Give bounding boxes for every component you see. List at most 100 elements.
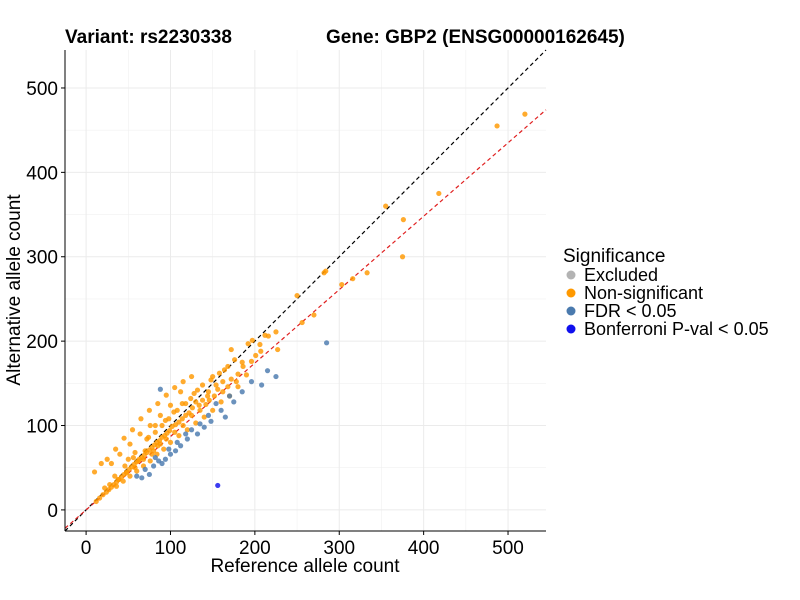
y-tick-label: 0 bbox=[47, 501, 58, 522]
data-point-non-significant bbox=[98, 460, 104, 467]
data-point-non-significant bbox=[107, 481, 113, 488]
data-point-non-significant bbox=[157, 441, 163, 447]
data-point-non-significant bbox=[193, 420, 199, 426]
data-point-non-significant bbox=[144, 436, 150, 442]
data-point-fdr-0-05 bbox=[239, 389, 245, 395]
data-point-non-significant bbox=[208, 377, 214, 383]
data-point-non-significant bbox=[146, 407, 152, 413]
x-axis-title: Reference allele count bbox=[210, 556, 400, 577]
data-point-non-significant bbox=[201, 414, 207, 420]
data-point-non-significant bbox=[113, 483, 120, 489]
data-point-non-significant bbox=[172, 429, 178, 435]
data-point-non-significant bbox=[210, 407, 216, 413]
data-point-fdr-0-05 bbox=[174, 439, 180, 445]
legend-label: Excluded bbox=[584, 265, 658, 285]
data-point-non-significant bbox=[228, 346, 234, 353]
data-point-non-significant bbox=[245, 341, 251, 347]
data-point-non-significant bbox=[147, 458, 153, 464]
x-tick-label: 400 bbox=[408, 538, 440, 559]
y-tick-label: 300 bbox=[26, 248, 58, 269]
data-point-non-significant bbox=[183, 412, 189, 418]
data-point-fdr-0-05 bbox=[208, 418, 214, 424]
data-point-non-significant bbox=[299, 319, 305, 326]
data-point-non-significant bbox=[225, 363, 231, 370]
data-point-fdr-0-05 bbox=[231, 399, 237, 405]
x-tick-label: 500 bbox=[492, 538, 524, 559]
data-point-non-significant bbox=[155, 400, 161, 407]
data-point-non-significant bbox=[121, 435, 127, 441]
data-point-non-significant bbox=[132, 465, 138, 471]
data-point-fdr-0-05 bbox=[142, 466, 148, 472]
data-point-non-significant bbox=[130, 454, 136, 461]
data-point-non-significant bbox=[205, 393, 211, 399]
data-point-fdr-0-05 bbox=[201, 424, 207, 430]
data-point-fdr-0-05 bbox=[134, 473, 140, 479]
data-point-non-significant bbox=[171, 409, 177, 415]
data-point-non-significant bbox=[169, 423, 175, 429]
x-tick-label: 0 bbox=[81, 538, 92, 559]
data-point-non-significant bbox=[161, 446, 167, 452]
data-point-fdr-0-05 bbox=[162, 456, 169, 462]
data-point-non-significant bbox=[113, 446, 119, 452]
x-tick-label: 100 bbox=[155, 538, 187, 559]
data-point-non-significant bbox=[436, 190, 442, 197]
data-point-fdr-0-05 bbox=[152, 454, 158, 461]
data-point-non-significant bbox=[125, 456, 131, 462]
data-point-non-significant bbox=[157, 412, 163, 418]
data-point-non-significant bbox=[211, 393, 217, 399]
data-point-fdr-0-05 bbox=[172, 448, 179, 454]
data-point-non-significant bbox=[235, 384, 241, 390]
data-point-fdr-0-05 bbox=[194, 431, 201, 437]
data-point-non-significant bbox=[102, 485, 108, 491]
data-point-non-significant bbox=[199, 397, 206, 403]
chart-title-variant: Variant: rs2230338 bbox=[65, 27, 232, 48]
data-point-non-significant bbox=[179, 400, 185, 407]
data-point-fdr-0-05 bbox=[205, 412, 212, 418]
data-point-non-significant bbox=[152, 422, 158, 429]
data-point-fdr-0-05 bbox=[178, 443, 184, 449]
data-point-non-significant bbox=[321, 270, 327, 276]
data-point-fdr-0-05 bbox=[139, 475, 145, 481]
data-point-fdr-0-05 bbox=[226, 393, 233, 399]
data-point-fdr-0-05 bbox=[157, 386, 163, 392]
data-point-fdr-0-05 bbox=[188, 427, 195, 433]
data-point-non-significant bbox=[225, 384, 231, 390]
data-point-non-significant bbox=[142, 448, 148, 454]
data-point-non-significant bbox=[194, 387, 201, 393]
data-point-non-significant bbox=[159, 422, 165, 429]
data-point-non-significant bbox=[383, 203, 389, 209]
data-point-fdr-0-05 bbox=[222, 414, 228, 420]
data-point-non-significant bbox=[162, 417, 169, 424]
data-point-fdr-0-05 bbox=[197, 421, 203, 427]
data-point-non-significant bbox=[93, 498, 99, 505]
y-tick-label: 500 bbox=[26, 79, 58, 100]
data-point-fdr-0-05 bbox=[259, 382, 265, 388]
data-point-fdr-0-05 bbox=[166, 446, 172, 452]
data-point-non-significant bbox=[147, 422, 153, 429]
y-tick-label: 200 bbox=[26, 332, 58, 353]
data-point-non-significant bbox=[184, 427, 190, 433]
data-point-non-significant bbox=[180, 379, 186, 385]
data-point-non-significant bbox=[104, 456, 110, 462]
data-point-non-significant bbox=[240, 363, 246, 370]
data-point-non-significant bbox=[232, 357, 238, 363]
data-point-non-significant bbox=[189, 405, 196, 411]
data-point-fdr-0-05 bbox=[264, 368, 271, 374]
data-point-non-significant bbox=[191, 390, 197, 397]
data-point-non-significant bbox=[120, 478, 126, 484]
x-axis-ticks: 0 100 200 300 400 500 bbox=[81, 531, 524, 559]
data-point-non-significant bbox=[163, 392, 169, 398]
data-point-non-significant bbox=[100, 492, 106, 498]
data-point-non-significant bbox=[117, 451, 123, 457]
legend-key bbox=[566, 288, 576, 298]
data-point-non-significant bbox=[179, 416, 185, 422]
legend-key bbox=[566, 324, 576, 334]
data-point-non-significant bbox=[149, 451, 155, 457]
x-tick-label: 300 bbox=[323, 538, 355, 559]
data-point-fdr-0-05 bbox=[151, 463, 157, 469]
data-point-non-significant bbox=[248, 358, 255, 364]
data-point-non-significant bbox=[243, 372, 250, 378]
legend-key bbox=[566, 270, 576, 280]
data-points bbox=[91, 111, 528, 505]
